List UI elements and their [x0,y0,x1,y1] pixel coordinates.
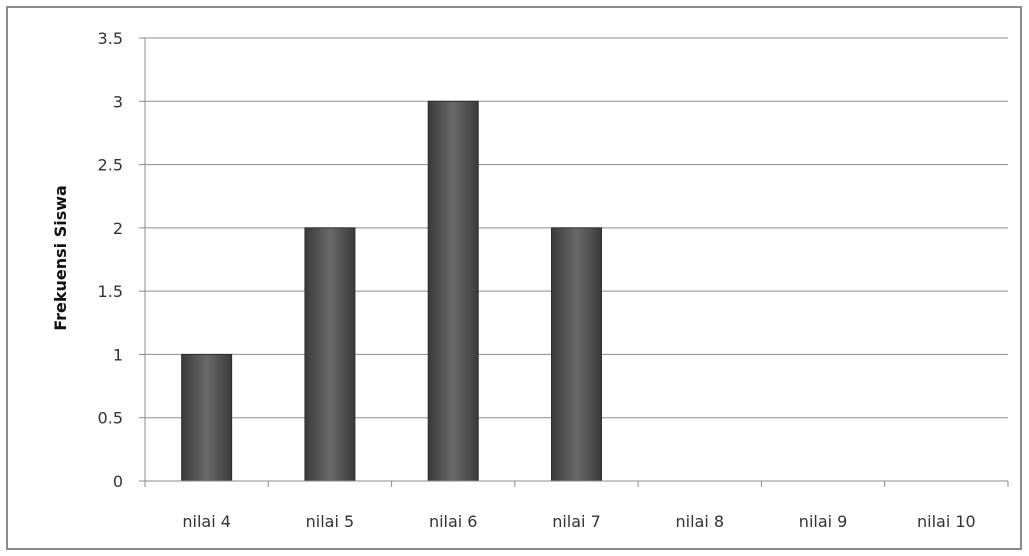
x-category-label: nilai 5 [306,512,355,531]
y-axis-title: Frekuensi Siswa [51,185,70,331]
y-tick-label: 2.5 [98,156,123,175]
bar-nilai-6 [428,101,478,481]
y-tick-label: 1 [113,345,123,364]
y-tick-label: 1.5 [98,282,123,301]
y-tick-label: 0.5 [98,409,123,428]
x-category-label: nilai 7 [552,512,601,531]
bar-nilai-7 [552,228,602,481]
x-category-label: nilai 10 [917,512,976,531]
x-category-label: nilai 9 [799,512,848,531]
bar-nilai-4 [182,354,232,481]
x-category-label: nilai 8 [676,512,725,531]
bar-nilai-5 [305,228,355,481]
y-tick-label: 2 [113,219,123,238]
y-tick-label: 3.5 [98,29,123,48]
x-category-labels: nilai 4 nilai 5 nilai 6 nilai 7 nilai 8 nilai… [182,512,975,531]
x-category-label: nilai 6 [429,512,478,531]
y-tick-labels: 0 0.5 1 1.5 2 2.5 3 3.5 [98,29,123,491]
y-tick-label: 3 [113,92,123,111]
x-category-label: nilai 4 [182,512,231,531]
y-tick-label: 0 [113,472,123,491]
